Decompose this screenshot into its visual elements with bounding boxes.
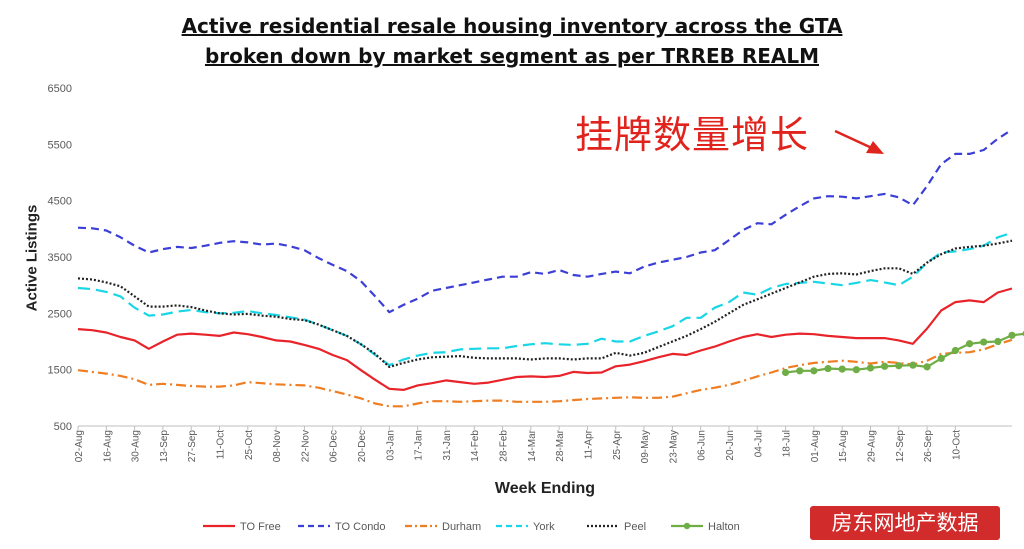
x-tick-label: 04-Jul [753, 430, 764, 457]
x-tick-label: 20-Jun [725, 430, 736, 461]
series-point-halton [810, 367, 818, 375]
x-axis-label: Week Ending [494, 480, 596, 497]
series-point-halton [895, 362, 903, 370]
x-tick-label: 26-Sep [923, 430, 934, 463]
series-point-halton [881, 362, 889, 370]
legend-marker [683, 522, 691, 530]
axes: 500 1500 2500 3500 4500 5500 6500 02-Aug 16-Aug 3… [48, 83, 1012, 463]
series-line-to-free [77, 287, 1013, 391]
y-tick-label: 4500 [48, 196, 72, 208]
x-tick-label: 23-May [668, 430, 679, 463]
x-tick-label: 20-Dec [357, 430, 368, 462]
legend-label: Durham [442, 521, 481, 533]
x-tick-label: 18-Jul [782, 430, 793, 457]
x-tick-label: 03-Jan [385, 430, 396, 461]
chart-subtitle: broken down by market segment as per TRR… [204, 44, 820, 68]
x-tick-label: 25-Oct [244, 430, 255, 460]
y-tick-label: 3500 [48, 252, 72, 264]
x-tick-label: 02-Aug [74, 430, 85, 462]
series-point-halton [965, 340, 974, 348]
series-line-peel [77, 239, 1013, 368]
x-tick-label: 11-Oct [216, 430, 227, 459]
watermark-badge: 房东网地产数据 [810, 506, 1000, 540]
arrow-shaft [834, 129, 875, 151]
series-point-halton [838, 365, 846, 373]
series-point-halton [781, 368, 790, 377]
series-point-halton [980, 338, 988, 346]
series-point-halton [951, 346, 959, 355]
legend-label: Halton [708, 521, 740, 533]
series-line-halton [785, 332, 1024, 374]
series-line-york [77, 231, 1013, 367]
legend-label: York [533, 521, 555, 533]
arrow-head [866, 141, 884, 154]
y-tick-label: 1500 [48, 365, 72, 377]
series-line-to-condo [77, 128, 1013, 314]
series-point-halton [909, 361, 917, 369]
y-tick-label: 2500 [48, 308, 72, 320]
annotation-arrow [834, 129, 884, 154]
series-point-halton [923, 363, 931, 371]
x-tick-label: 25-Apr [612, 429, 623, 460]
x-tick-label: 29-Aug [866, 430, 877, 462]
x-tick-label: 13-Sep [159, 430, 170, 463]
x-tick-label: 28-Feb [499, 430, 510, 462]
x-tick-label: 06-Jun [697, 430, 708, 461]
x-tick-label: 09-May [640, 430, 651, 463]
y-tick-label: 500 [54, 421, 72, 433]
x-tick-label: 10-Oct [951, 430, 962, 460]
series-lines [77, 128, 1024, 408]
series-point-halton [937, 354, 945, 362]
x-tick-label: 28-Mar [555, 429, 566, 461]
chart-title: Active residential resale housing invent… [181, 14, 843, 38]
series-line-durham [77, 338, 1013, 408]
x-tick-label: 17-Jan [414, 430, 425, 461]
x-tick-label: 22-Nov [300, 430, 311, 462]
x-tick-label: 12-Sep [895, 430, 906, 463]
series-point-halton [1008, 331, 1016, 339]
series-point-halton [796, 367, 804, 375]
annotation-text: 挂牌数量增长 [575, 113, 810, 157]
x-tick-label: 01-Aug [810, 430, 821, 462]
x-tick-label: 08-Nov [272, 430, 283, 462]
x-tick-label: 06-Dec [329, 430, 340, 462]
legend: TO Free TO Condo Durham York Peel Halton [203, 521, 740, 533]
y-axis-label: Active Listings [23, 204, 41, 312]
series-point-halton [866, 364, 875, 372]
x-tick-label: 11-Apr [583, 429, 594, 459]
x-tick-label: 27-Sep [187, 430, 198, 463]
x-tick-label: 30-Aug [131, 430, 142, 462]
x-tick-label: 15-Aug [838, 430, 849, 462]
y-tick-label: 6500 [48, 83, 72, 95]
x-tick-label: 14-Mar [527, 429, 538, 461]
y-tick-label: 5500 [48, 139, 72, 151]
x-tick-label: 14-Feb [470, 430, 481, 462]
series-point-halton [824, 364, 832, 373]
series-point-halton [994, 337, 1002, 346]
legend-label: TO Condo [335, 521, 386, 533]
legend-label: TO Free [240, 521, 281, 533]
legend-label: Peel [624, 521, 646, 533]
x-tick-label: 31-Jan [442, 430, 453, 461]
x-tick-label: 16-Aug [102, 430, 113, 462]
series-point-halton [852, 366, 860, 374]
